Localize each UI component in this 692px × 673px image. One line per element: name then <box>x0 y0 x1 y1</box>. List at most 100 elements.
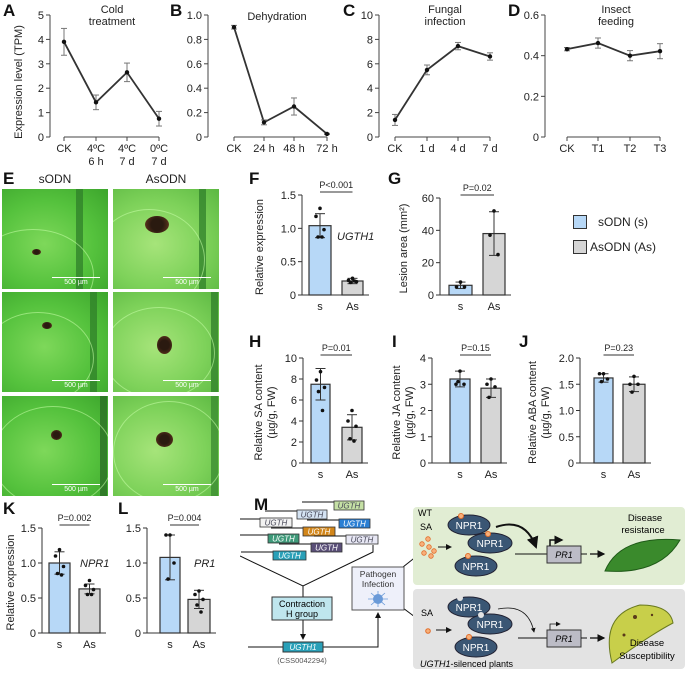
replicate-point <box>462 382 466 387</box>
replicate-point <box>632 374 636 379</box>
data-point <box>424 67 430 73</box>
p-value-label: P=0.15 <box>461 343 490 353</box>
replicate-point <box>605 377 610 381</box>
scale-bar: 500 µm <box>163 484 211 493</box>
y-tick-label: 3 <box>38 59 44 71</box>
replicate-point <box>485 382 489 387</box>
y-tick-label: 1.5 <box>559 379 574 391</box>
ugth-gene-box <box>296 509 328 520</box>
replicate-point <box>87 578 92 583</box>
resistance-label: resistance <box>621 525 664 536</box>
susceptibility-label: Susceptibility <box>619 651 675 662</box>
replicate-point <box>166 577 170 581</box>
replicate-point <box>348 280 353 285</box>
replicate-point <box>61 564 66 569</box>
y-axis-label: Relative expression <box>254 199 266 295</box>
replicate-point <box>53 554 58 558</box>
replicate-point <box>320 235 324 239</box>
y-tick-label: 10 <box>285 353 297 365</box>
y-tick-label: 0 <box>568 458 574 470</box>
replicate-point <box>164 533 168 537</box>
y-axis-label: Expression level (TPM) <box>13 25 25 139</box>
replicate-point <box>487 395 491 400</box>
replicate-point <box>89 592 94 597</box>
y-tick-label: 0.5 <box>21 593 36 605</box>
data-point <box>657 48 663 54</box>
disease-label: Disease <box>630 638 664 649</box>
x-tick-label: 0ºC <box>150 143 168 155</box>
data-point <box>93 100 99 105</box>
y-tick-label: 4 <box>38 34 44 46</box>
y-tick-label: 0 <box>135 628 141 640</box>
y-tick-label: 0 <box>367 132 373 144</box>
bar-s <box>593 377 614 464</box>
y-tick-label: 0.2 <box>524 91 539 103</box>
y-tick-label: 0.5 <box>126 593 141 605</box>
y-axis-label: Relative expression <box>5 535 17 631</box>
data-point <box>231 25 237 30</box>
ugth-gene-label: UGTH <box>301 511 324 520</box>
data-point <box>61 39 67 45</box>
panel-label-a: A <box>3 1 16 20</box>
npr1-protein-wt <box>447 513 513 577</box>
legend-label-sodn: sODN (s) <box>598 215 648 229</box>
sa-label-silenced: SA <box>421 608 433 618</box>
bar-As <box>480 387 502 464</box>
ugth-gene-label: UGTH <box>272 535 295 544</box>
data-point <box>261 120 267 125</box>
x-tick-label: s <box>457 469 463 481</box>
silenced-suffix: -silenced plants <box>451 659 514 669</box>
replicate-point <box>314 378 319 382</box>
panel-label-i: I <box>392 332 397 351</box>
bar-As <box>78 588 101 634</box>
bar-As <box>622 383 646 464</box>
ugth-gene-label: UGTH <box>343 520 366 529</box>
chart-title: Dehydration <box>247 11 306 23</box>
y-tick-label: 8 <box>367 34 373 46</box>
x-tick-label: s <box>458 301 464 313</box>
x-tick-label: 1 d <box>419 143 434 155</box>
scale-bar: 500 µm <box>52 380 100 389</box>
chart-title: infection <box>425 16 466 28</box>
panel-label-k: K <box>3 499 16 518</box>
leaf-image-sodn-3: 500 µm <box>2 396 108 496</box>
data-point <box>291 104 297 109</box>
replicate-point <box>456 379 460 384</box>
replicate-point <box>454 285 459 289</box>
x-tick-label: s <box>317 301 323 313</box>
x-tick-label: As <box>628 469 641 481</box>
ugth-gene-box <box>267 533 300 544</box>
h-group-label: H group <box>286 609 318 619</box>
y-tick-label: 0.5 <box>281 257 296 269</box>
replicate-point <box>350 276 355 281</box>
gene-label: NPR1 <box>80 558 109 570</box>
p-value-label: P<0.001 <box>319 180 353 190</box>
ugth-gene-family: UGTH UGTH UGTH UGTH UGTH UGTH UGTH UGTH UGTH <box>240 500 379 561</box>
ugth-gene-box <box>310 542 343 553</box>
y-tick-label: 2.0 <box>559 353 574 365</box>
ugth1-label: UGTH1 <box>289 643 316 652</box>
y-tick-label: 1 <box>420 432 426 444</box>
y-tick-label: 0 <box>428 290 434 302</box>
ugth-gene-box <box>259 517 293 528</box>
y-axis-label: Relative ABA content <box>527 361 539 464</box>
leaf-image-sodn-2: 500 µm <box>2 292 108 392</box>
y-tick-label: 4 <box>367 83 373 95</box>
ugth-gene-box <box>333 500 365 511</box>
data-point <box>392 117 398 123</box>
panel-label-l: L <box>118 499 129 518</box>
x-tick-label: s <box>57 639 63 651</box>
leaf-image-asodn-3: 500 µm <box>113 396 219 496</box>
legend-label-asodn: AsODN (As) <box>590 240 656 254</box>
ugth-gene-label: UGTH <box>315 544 338 553</box>
x-tick-label: As <box>346 301 359 313</box>
x-tick-label: CK <box>559 143 575 155</box>
ugth-gene-label: UGTH <box>351 536 374 545</box>
y-tick-label: 1.5 <box>21 523 36 535</box>
ugth-gene-box <box>345 534 379 545</box>
replicate-point <box>320 408 325 413</box>
data-point <box>124 70 130 75</box>
chart-title: Insect <box>601 4 630 16</box>
replicate-point <box>636 382 640 387</box>
